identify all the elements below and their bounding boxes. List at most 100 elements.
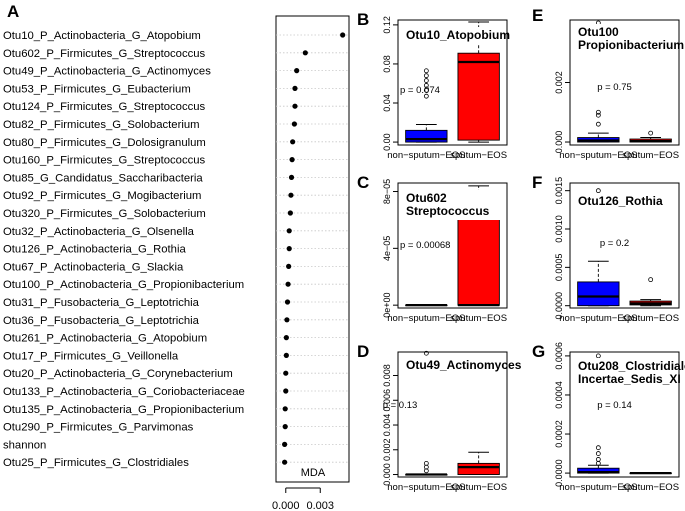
box-sputum-eos	[629, 471, 672, 475]
y-tick-label: 8e−05	[382, 179, 392, 204]
category-label: sputum−EOS	[622, 150, 679, 161]
panel-a-xlabel: MDA	[301, 467, 326, 479]
row-label: Otu100_P_Actinobacteria_G_Propionibacter…	[3, 279, 244, 291]
y-tick-label: 0.000	[554, 131, 564, 154]
row-label: Otu25_P_Firmicutes_G_Clostridiales	[3, 457, 189, 469]
box-panel-g: G 0.0000 0.0002 0.0004 0.0006 non−sputum−EOSs…	[532, 342, 685, 493]
box-panel-c: C 0e+00 4e−05 8e−05 non−sputum−EOSsputum−EOS…	[357, 173, 508, 324]
y-tick-label: 0.0000	[554, 459, 564, 487]
row-label: Otu160_P_Firmicutes_G_Streptococcus	[3, 155, 206, 167]
mda-point	[289, 157, 295, 163]
p-value-label: p = 0.00068	[400, 240, 450, 251]
mda-point	[288, 174, 295, 180]
y-tick-label: 0.04	[382, 94, 392, 112]
panel-a-letter: A	[7, 2, 19, 21]
outlier-point	[423, 350, 429, 356]
mda-point	[285, 281, 291, 287]
y-tick-label: 0.0000	[554, 292, 564, 320]
mda-point	[290, 139, 296, 145]
title-line: Otu49_Actinomyces	[406, 358, 522, 372]
outlier-point	[423, 83, 429, 88]
panel-title: Otu126_Rothia	[575, 193, 676, 210]
title-background	[575, 358, 676, 388]
p-value-label: p = 0.074	[400, 85, 440, 96]
y-tick-label: 0.0015	[554, 177, 564, 205]
y-tick-label: 0.0006	[554, 342, 564, 370]
panel-letter: F	[532, 173, 542, 192]
outlier-point	[595, 445, 601, 451]
mda-point	[282, 459, 288, 465]
p-value-label: p = 0.2	[600, 238, 629, 249]
mda-point	[282, 441, 288, 447]
box-sputum-eos	[457, 451, 500, 476]
y-tick-label: 0.002	[382, 439, 392, 462]
mda-point	[283, 388, 289, 394]
row-label: Otu49_P_Actinobacteria_G_Actinomyces	[3, 66, 211, 78]
p-value-label: p = 0.14	[597, 400, 632, 411]
mda-point	[282, 424, 288, 430]
box-sputum-eos	[629, 130, 672, 143]
panel-letter: E	[532, 6, 543, 25]
row-label: Otu20_P_Actinobacteria_G_Corynebacterium	[3, 368, 233, 380]
row-label: Otu261_P_Actinobacteria_G_Atopobium	[3, 333, 207, 345]
mda-point	[282, 406, 288, 412]
y-tick-label: 0.0004	[554, 381, 564, 409]
outlier-point	[595, 112, 601, 118]
x-tick-label: 0.000	[272, 500, 300, 511]
title-line: Otu208_Clostridiales_	[578, 359, 685, 373]
title-line: Propionibacterium	[578, 38, 684, 52]
mda-point	[292, 85, 298, 91]
outlier-point	[595, 353, 601, 359]
panel-letter: C	[357, 173, 369, 192]
y-tick-label: 0.006	[382, 389, 392, 412]
outlier-point	[648, 277, 654, 283]
mda-point	[287, 210, 293, 216]
outlier-point	[595, 457, 601, 462]
mda-point	[283, 352, 289, 358]
box-non-sputum-eos	[405, 68, 448, 143]
box-panel-b: B 0.00 0.04 0.08 0.12 non−sputum−EOSsputum−EO…	[357, 10, 510, 161]
y-tick-label: 0.08	[382, 55, 392, 73]
mda-point	[291, 121, 297, 127]
row-label: Otu133_P_Actinobacteria_G_Coriobacteriac…	[3, 386, 245, 398]
title-line: Otu10_Atopobium	[406, 28, 510, 42]
outlier-point	[423, 68, 429, 74]
p-value-label: p = 0.13	[383, 400, 418, 411]
mda-point	[284, 299, 291, 305]
mda-point	[286, 228, 292, 234]
mda-point	[283, 370, 289, 376]
outlier-point	[423, 87, 429, 93]
y-tick-label: 0.000	[382, 463, 392, 486]
box-panel-f: F 0.0000 0.0005 0.0010 0.0015 non−sputum−EOSs…	[532, 173, 680, 324]
outlier-point	[595, 451, 601, 456]
row-label: Otu10_P_Actinobacteria_G_Atopobium	[3, 30, 201, 42]
panel-title: Otu208_Clostridiales_Incertae_Sedis_XI	[575, 358, 685, 388]
row-label: Otu53_P_Firmicutes_G_Eubacterium	[3, 83, 191, 95]
x-tick-label: 0.003	[306, 500, 334, 511]
y-tick-label: 0.12	[382, 16, 392, 34]
outlier-point	[423, 78, 429, 83]
mda-point	[294, 68, 300, 74]
outlier-point	[595, 121, 601, 127]
y-tick-label: 4e−05	[382, 236, 392, 261]
mda-point	[284, 317, 290, 323]
plot-frame	[397, 182, 508, 309]
category-label: sputum−EOS	[450, 313, 507, 324]
mda-point	[292, 103, 298, 109]
mda-point	[340, 32, 346, 38]
panel-title: Otu49_Actinomyces	[403, 357, 522, 374]
outlier-point	[595, 188, 601, 194]
panel-title: Otu10_Atopobium	[403, 27, 510, 44]
title-background	[403, 357, 504, 374]
outlier-point	[648, 130, 654, 136]
outlier-point	[423, 73, 429, 79]
category-label: sputum−EOS	[622, 313, 679, 324]
title-background	[575, 193, 676, 210]
plot-frame	[397, 351, 508, 478]
title-line: Otu100	[578, 25, 619, 39]
category-label: sputum−EOS	[622, 482, 679, 493]
plot-frame	[397, 19, 508, 146]
title-background	[575, 24, 676, 54]
